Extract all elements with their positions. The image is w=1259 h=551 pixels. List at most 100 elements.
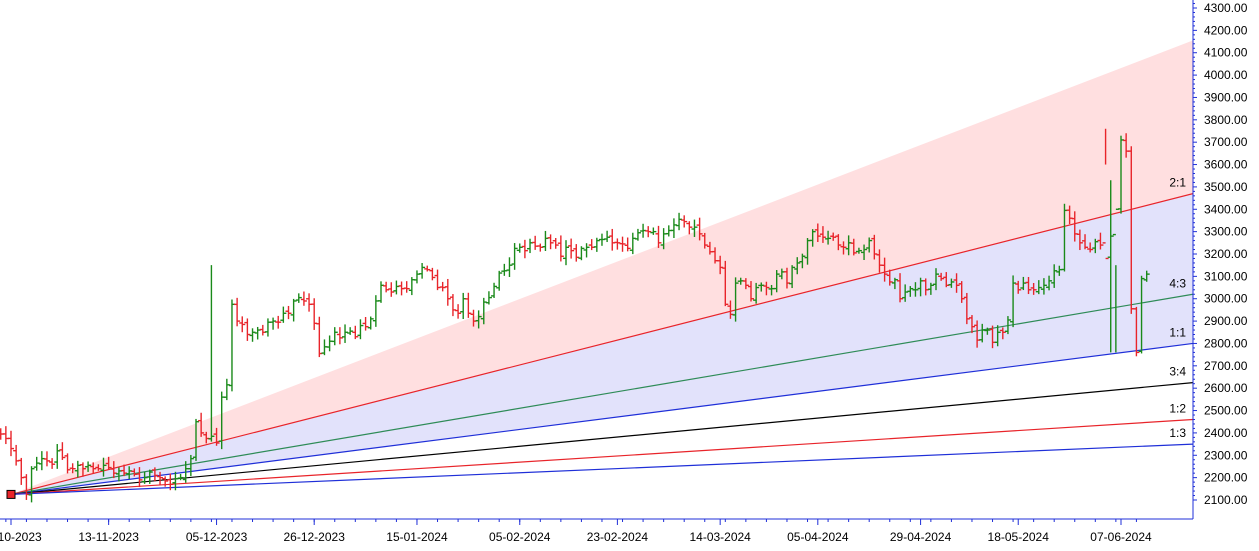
price-bar [994,325,1001,347]
y-tick-label: 3100.00 [1204,269,1248,283]
price-bar [773,270,780,293]
price-bar [367,316,374,330]
price-bar [1138,275,1145,354]
gann-upper-zone [11,40,1193,495]
price-bar [732,277,739,322]
price-bar [506,257,513,277]
price-bar [455,304,462,319]
origin-handle [6,489,16,499]
x-tick-label: 05-12-2023 [186,530,248,544]
price-bar [1102,128,1109,260]
gann-label-1-2: 1:2 [1169,401,1186,415]
price-bar [614,238,621,250]
price-bar [799,253,806,269]
price-bar [866,237,873,253]
y-tick-label: 3700.00 [1204,135,1248,149]
price-bar [819,226,826,243]
x-tick-label: 05-02-2024 [489,530,551,544]
price-bar [871,234,878,260]
price-bar [593,237,600,252]
price-bar [300,291,307,306]
price-bar [573,244,580,262]
price-bar [840,241,847,255]
price-bar [578,246,585,261]
price-bar [999,327,1006,340]
price-bar [1010,275,1017,328]
price-bar [557,235,564,262]
price-axis[interactable]: 2100.00 2200.00 2300.00 2400.00 2500.00 2600.… [1192,0,1248,519]
price-bar [249,328,256,342]
gann-origin-marker[interactable] [6,489,16,499]
price-bar [1087,242,1094,253]
price-bar [1097,232,1104,250]
price-bar [511,243,518,270]
gann-line-4-3 [10,293,1193,496]
price-bar [681,215,688,228]
price-bar [1082,234,1089,250]
price-bar [912,282,919,297]
price-bar [748,281,754,302]
y-tick-label: 3200.00 [1204,247,1248,261]
gann-line-1-2 [10,418,1193,496]
price-bar [547,234,554,250]
gann-label-1-1: 1:1 [1169,325,1186,339]
y-tick-label: 4100.00 [1204,46,1248,60]
price-bar [162,476,169,487]
price-bar [336,327,343,345]
price-bar [691,219,698,237]
price-bar [891,277,898,290]
price-bar [568,238,575,259]
price-bar [357,319,364,340]
price-bar [861,244,868,261]
y-tick-label: 3400.00 [1204,202,1248,216]
x-tick-label: 15-01-2024 [386,530,448,544]
price-bar [907,286,914,297]
price-bar [650,227,657,235]
price-bar [886,269,893,286]
x-tick-label: 07-06-2024 [1090,530,1152,544]
gann-label-3-4: 3:4 [1169,365,1186,379]
price-bar [69,463,76,474]
price-bar [814,223,821,242]
price-bar [208,265,215,442]
price-bar [290,298,297,322]
price-bar [830,232,837,241]
date-axis[interactable]: 25-10-2023 13-11-2023 05-12-2023 26-12-2023… [0,518,1193,544]
price-bar [151,467,158,482]
price-bar [59,442,66,460]
gann-line-3-4 [10,381,1193,496]
price-bar [696,217,703,241]
price-bar [331,327,338,346]
price-bar [146,469,153,484]
price-bar [634,228,641,241]
price-bar [850,238,857,256]
price-bar [347,327,354,335]
price-bar [342,324,349,343]
price-bar [177,473,184,481]
price-bar [1076,229,1083,251]
price-bar [563,240,569,266]
price-bar [213,427,220,446]
gann-label-2-1: 2:1 [1169,176,1186,190]
price-bar [491,282,498,298]
price-bar [953,273,960,293]
price-bar [105,456,112,470]
price-bar [763,281,770,296]
price-bar [897,273,904,303]
y-tick-label: 3800.00 [1204,113,1248,127]
gann-label-4-3: 4:3 [1169,276,1186,290]
y-tick-label: 4200.00 [1204,23,1248,37]
price-bar [717,255,724,275]
price-bar [968,315,975,334]
gann-fan-lines [10,193,1193,496]
price-bar [676,212,683,231]
price-bar [1051,264,1058,288]
price-bar [521,239,528,259]
gann-line-2-1 [10,193,1193,495]
y-tick-label: 2400.00 [1204,426,1248,440]
x-tick-label: 13-11-2023 [78,530,139,544]
price-bar [963,292,970,325]
price-bar [193,418,199,461]
price-bar [938,272,945,281]
